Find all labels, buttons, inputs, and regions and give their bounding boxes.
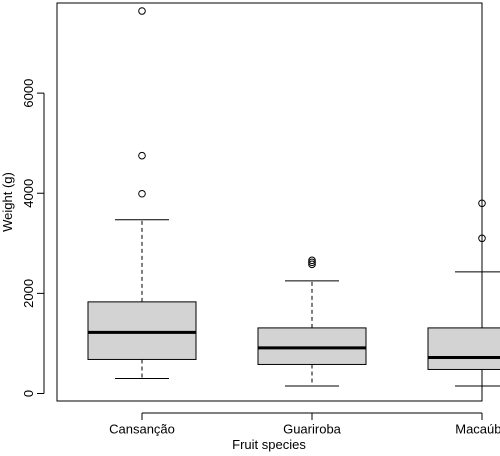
outlier-point	[308, 260, 316, 269]
x-tick-label: Macaúba	[455, 422, 500, 437]
box-group	[427, 199, 500, 387]
outlier-point	[138, 189, 146, 198]
outlier-point	[478, 199, 486, 208]
plot-frame	[56, 2, 483, 402]
y-tick-label: 4000	[21, 179, 36, 208]
box-group	[87, 7, 197, 379]
x-tick-label: Guariroba	[283, 422, 342, 437]
boxes	[87, 7, 500, 387]
x-axis: Cansanção Guariroba Macaúba	[109, 412, 500, 437]
x-axis-label: Fruit species	[232, 437, 306, 452]
y-tick-label: 6000	[21, 79, 36, 108]
y-tick-label: 2000	[21, 279, 36, 308]
box	[427, 327, 500, 370]
outlier-point	[308, 258, 316, 267]
outlier-point	[478, 234, 486, 243]
y-axis: 0 2000 4000 6000	[21, 79, 45, 397]
outlier-point	[138, 151, 146, 160]
outlier-point	[308, 256, 316, 265]
outlier-point	[138, 7, 146, 15]
box	[87, 301, 197, 360]
box-group	[257, 256, 367, 387]
y-axis-label: Weight (g)	[0, 172, 15, 232]
x-tick-label: Cansanção	[109, 422, 175, 437]
y-tick-label: 0	[21, 390, 36, 397]
box	[257, 327, 367, 365]
